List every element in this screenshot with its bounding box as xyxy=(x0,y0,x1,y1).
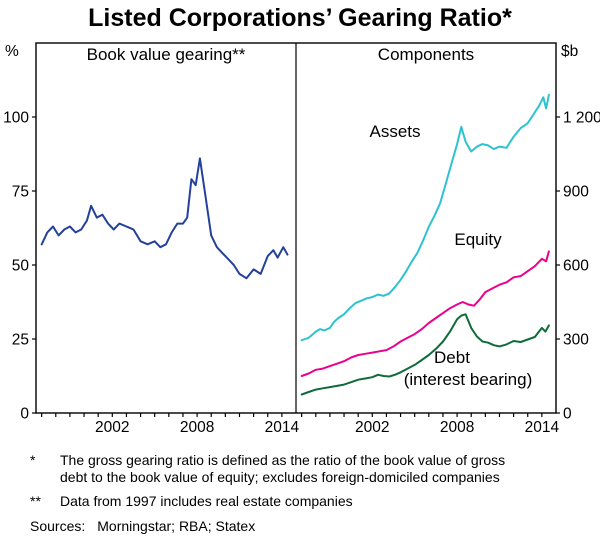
footnote-2-text: Data from 1997 includes real estate comp… xyxy=(60,492,353,509)
assets-label: Assets xyxy=(369,122,420,141)
debt-label: Debt xyxy=(434,348,470,367)
left-axis-unit-label: % xyxy=(5,43,19,60)
assets-line xyxy=(300,93,550,341)
y-tick-label-right: 900 xyxy=(563,183,589,200)
debt-interest-bearing-line xyxy=(300,313,550,396)
x-tick-label: 2008 xyxy=(440,419,474,436)
x-tick-label: 2002 xyxy=(355,419,389,436)
footnote-1-marker: * xyxy=(30,451,36,468)
equity-label: Equity xyxy=(454,230,502,249)
sources-text: Morningstar; RBA; Statex xyxy=(97,518,256,535)
x-tick-label: 2014 xyxy=(525,419,560,436)
debt-label-line2: (interest bearing) xyxy=(404,370,533,389)
y-tick-label-left: 75 xyxy=(12,183,29,200)
footnote-1: * The gross gearing ratio is defined as … xyxy=(30,452,580,487)
y-tick-label-right: 1 200 xyxy=(563,109,600,126)
footnote-1-text: The gross gearing ratio is defined as th… xyxy=(60,451,506,486)
equity-line xyxy=(300,250,550,377)
book-value-gearing-line xyxy=(40,157,289,280)
left-panel-title: Book value gearing** xyxy=(87,45,246,64)
right-axis-unit-label: $b xyxy=(561,43,578,60)
y-tick-label-left: 25 xyxy=(12,331,29,348)
right-panel-title: Components xyxy=(378,45,474,64)
footnotes: * The gross gearing ratio is defined as … xyxy=(0,444,600,536)
y-tick-label-left: 50 xyxy=(12,257,30,274)
y-tick-label-left: 100 xyxy=(3,109,29,126)
y-tick-label-right: 600 xyxy=(563,257,589,274)
chart-title: Listed Corporations’ Gearing Ratio* xyxy=(88,4,512,32)
sources-label: Sources: xyxy=(30,518,86,535)
x-tick-label: 2014 xyxy=(265,419,300,436)
sources-line: Sources: Morningstar; RBA; Statex xyxy=(30,518,580,536)
x-tick-label: 2002 xyxy=(95,419,129,436)
gearing-chart: Book value gearing** Components % $b 200… xyxy=(3,42,600,436)
x-tick-label: 2008 xyxy=(180,419,214,436)
footnote-2: ** Data from 1997 includes real estate c… xyxy=(30,493,580,511)
footnote-2-marker: ** xyxy=(30,492,41,509)
y-tick-label-right: 300 xyxy=(563,331,589,348)
y-tick-label-right: 0 xyxy=(563,405,572,422)
y-tick-label-left: 0 xyxy=(20,405,29,422)
